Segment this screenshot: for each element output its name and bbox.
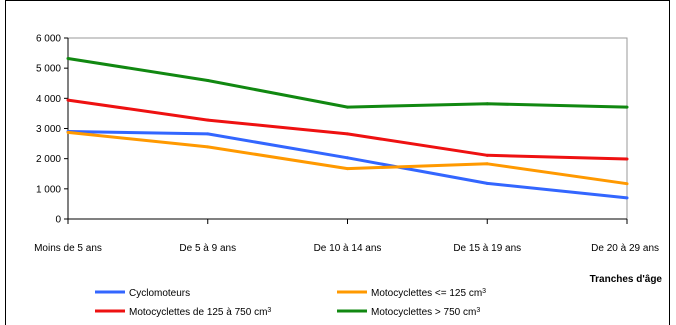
data-point	[346, 167, 349, 171]
data-point	[66, 98, 70, 102]
legend-item: Motocyclettes de 125 à 750 cm3	[95, 307, 271, 319]
x-axis-title: Tranches d'âge	[590, 274, 663, 285]
data-point	[206, 132, 210, 136]
x-tick-label: De 5 à 9 ans	[179, 243, 236, 254]
series-line-2	[67, 98, 628, 161]
plot-border	[67, 37, 628, 220]
series-group	[66, 57, 629, 200]
y-tick-label: 4 000	[36, 94, 61, 105]
data-point	[346, 156, 349, 160]
x-tick-label: De 10 à 14 ans	[314, 243, 382, 254]
plot-area	[67, 37, 628, 220]
y-tick-label: 6 000	[36, 34, 61, 45]
y-tick-label: 2 000	[36, 154, 61, 165]
data-point	[206, 145, 210, 149]
y-tick-label: 3 000	[36, 124, 61, 135]
x-tick-label: De 20 à 29 ans	[591, 243, 659, 254]
x-tick-label: Moins de 5 ans	[34, 243, 102, 254]
data-point	[66, 57, 70, 61]
y-axis: 0 1 000 2 000 3 000 4 000 5 000 6 000	[36, 34, 69, 226]
data-point	[346, 105, 349, 109]
data-point	[485, 153, 489, 157]
data-point	[625, 196, 629, 200]
y-tick-label: 0	[55, 215, 61, 226]
data-point	[485, 162, 489, 166]
data-point	[625, 157, 629, 161]
legend-label: Motocyclettes de 125 à 750 cm3	[129, 307, 271, 319]
data-point	[485, 102, 489, 106]
legend-item: Motocyclettes <= 125 cm3	[337, 288, 486, 300]
data-point	[346, 132, 349, 136]
x-axis: Moins de 5 ans De 5 à 9 ans De 10 à 14 ans…	[34, 218, 659, 254]
legend-label: Cyclomoteurs	[129, 288, 190, 299]
legend: Cyclomoteurs Motocyclettes <= 125 cm3 Moto…	[95, 288, 486, 319]
legend-label: Motocyclettes > 750 cm3	[371, 307, 480, 319]
y-tick-label: 1 000	[36, 184, 61, 195]
legend-label: Motocyclettes <= 125 cm3	[371, 288, 486, 300]
data-point	[625, 105, 629, 109]
data-point	[66, 130, 70, 134]
data-point	[206, 118, 210, 122]
series-line-3	[67, 57, 628, 109]
legend-item: Motocyclettes > 750 cm3	[337, 307, 480, 319]
data-point	[485, 181, 489, 185]
chart-frame	[5, 0, 670, 325]
x-tick-label: De 15 à 19 ans	[453, 243, 521, 254]
data-point	[625, 182, 629, 186]
y-tick-label: 5 000	[36, 64, 61, 75]
data-point	[206, 79, 210, 83]
legend-item: Cyclomoteurs	[95, 288, 190, 299]
